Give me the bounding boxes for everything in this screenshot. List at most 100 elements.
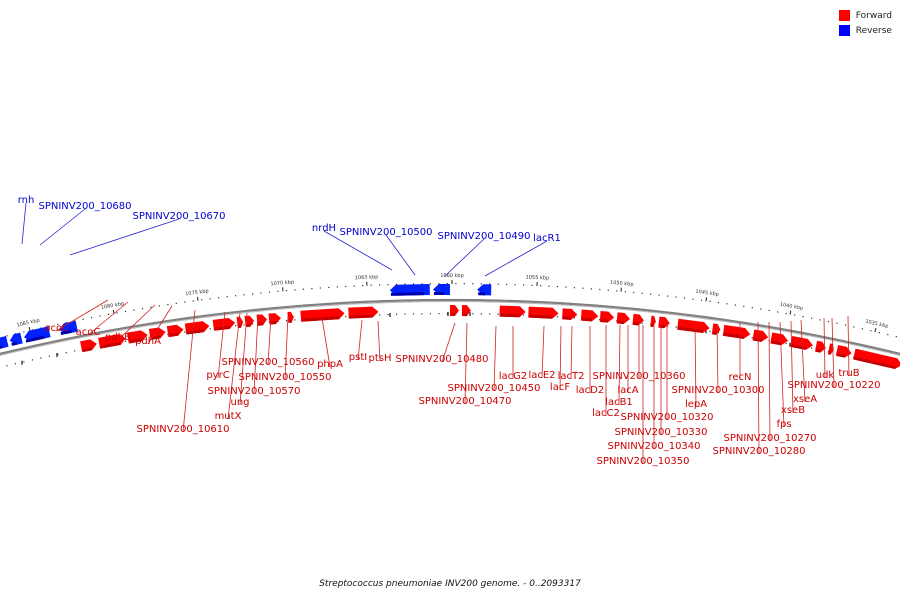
forward-gene-arrow[interactable] xyxy=(827,343,835,355)
minor-tick xyxy=(616,290,618,292)
gene-label[interactable]: xseA xyxy=(793,394,817,405)
gene-label[interactable]: SPNINV200_10480 xyxy=(395,354,488,365)
gene-label[interactable]: SPNINV200_10610 xyxy=(136,424,229,435)
gene-label[interactable]: SPNINV200_10550 xyxy=(238,372,331,383)
forward-gene-arrow[interactable] xyxy=(677,318,710,334)
forward-gene-arrow[interactable] xyxy=(268,313,281,325)
forward-gene-arrow[interactable] xyxy=(256,314,268,326)
forward-gene-arrow[interactable] xyxy=(166,324,184,338)
forward-gene-arrow[interactable] xyxy=(711,323,721,335)
forward-gene-arrow[interactable] xyxy=(236,316,244,328)
gene-label[interactable]: acoL xyxy=(44,323,68,334)
gene-label[interactable]: SPNINV200_10500 xyxy=(339,227,432,238)
leader-line xyxy=(323,230,393,271)
gene-label[interactable]: udk xyxy=(816,370,835,381)
tick-label: 1035 kbp xyxy=(865,319,889,330)
forward-gene-arrow[interactable] xyxy=(184,320,210,335)
forward-gene-arrow[interactable] xyxy=(599,310,615,323)
gene-label[interactable]: ung xyxy=(230,397,249,408)
reverse-gene-arrow[interactable] xyxy=(58,320,78,335)
reverse-gene-arrow[interactable] xyxy=(9,332,23,346)
gene-label[interactable]: recN xyxy=(728,372,751,383)
gene-label[interactable]: pyrC xyxy=(206,370,229,381)
gene-label[interactable]: truB xyxy=(838,368,859,379)
forward-gene-arrow[interactable] xyxy=(616,312,631,325)
forward-gene-arrow[interactable] xyxy=(770,332,789,347)
forward-gene-arrow[interactable] xyxy=(287,311,294,323)
reverse-gene-arrow[interactable] xyxy=(389,284,430,296)
reverse-gene-arrow[interactable] xyxy=(432,283,450,296)
gene-label[interactable]: phpA xyxy=(317,359,343,370)
gene-label[interactable]: lacF xyxy=(550,382,570,393)
gene-label[interactable]: pdhB xyxy=(105,332,131,343)
gene-label[interactable]: rnh xyxy=(18,195,35,206)
forward-gene-arrow[interactable] xyxy=(580,309,599,322)
forward-gene-arrow[interactable] xyxy=(98,333,127,349)
forward-gene-arrow[interactable] xyxy=(300,308,345,322)
forward-gene-arrow[interactable] xyxy=(348,306,379,319)
minor-tick xyxy=(167,304,169,306)
legend-forward: Forward xyxy=(838,8,892,23)
gene-label[interactable]: lacD2 xyxy=(576,385,604,396)
gene-label[interactable]: SPNINV200_10470 xyxy=(418,396,511,407)
gene-label[interactable]: SPNINV200_10280 xyxy=(712,446,805,457)
gene-label[interactable]: lacG2 xyxy=(499,371,528,382)
gene-label[interactable]: SPNINV200_10680 xyxy=(38,201,131,212)
gene-label[interactable]: fps xyxy=(776,419,791,430)
gene-label[interactable]: SPNINV200_10270 xyxy=(723,433,816,444)
gene-label[interactable]: SPNINV200_10300 xyxy=(671,385,764,396)
gene-label[interactable]: SPNINV200_10320 xyxy=(620,412,713,423)
reverse-gene-arrow[interactable] xyxy=(477,284,492,296)
gene-label[interactable]: pstI xyxy=(349,352,367,363)
gene-label[interactable]: lepA xyxy=(685,399,707,410)
gene-label[interactable]: SPNINV200_10220 xyxy=(787,380,880,391)
tick-label: 1055 kbp xyxy=(525,274,549,281)
gene-label[interactable]: xseB xyxy=(781,405,805,416)
gene-label[interactable]: SPNINV200_10570 xyxy=(207,386,300,397)
gene-label[interactable]: mutX xyxy=(215,411,242,422)
forward-gene-arrow[interactable] xyxy=(835,345,853,359)
gene-label[interactable]: SPNINV200_10490 xyxy=(437,231,530,242)
minor-tick xyxy=(531,284,533,286)
gene-label[interactable]: acoC xyxy=(76,327,101,338)
forward-gene-arrow[interactable] xyxy=(752,329,769,343)
gene-label[interactable]: SPNINV200_10360 xyxy=(592,371,685,382)
forward-gene-arrow[interactable] xyxy=(528,306,559,319)
major-tick xyxy=(874,328,877,333)
gene-label[interactable]: SPNINV200_10560 xyxy=(221,357,314,368)
minor-tick xyxy=(14,363,16,365)
gene-label[interactable]: SPNINV200_10450 xyxy=(447,383,540,394)
gene-label[interactable]: pdhA xyxy=(135,336,161,347)
forward-gene-arrow[interactable] xyxy=(632,313,644,326)
minor-tick xyxy=(768,309,770,312)
gene-label[interactable]: SPNINV200_10340 xyxy=(607,441,700,452)
gene-label[interactable]: lacA xyxy=(617,385,638,396)
gene-label[interactable]: lacT2 xyxy=(558,371,585,382)
forward-gene-arrow[interactable] xyxy=(814,340,827,354)
gene-label[interactable]: lacB1 xyxy=(605,397,633,408)
gene-label[interactable]: lacC2 xyxy=(592,408,620,419)
gene-label[interactable]: lacE2 xyxy=(528,370,555,381)
gene-label[interactable]: lacR1 xyxy=(533,233,561,244)
forward-gene-arrow[interactable] xyxy=(499,305,526,318)
reverse-gene-arrow[interactable] xyxy=(23,326,51,343)
forward-gene-arrow[interactable] xyxy=(80,338,98,353)
gene-label[interactable]: ptsH xyxy=(369,353,392,364)
minor-tick xyxy=(285,290,288,292)
forward-gene-arrow[interactable] xyxy=(562,308,578,320)
genome-backbone xyxy=(0,298,900,356)
gene-label[interactable]: SPNINV200_10330 xyxy=(614,427,707,438)
forward-gene-arrow[interactable] xyxy=(461,305,471,317)
gene-arrow-shade xyxy=(100,341,121,349)
reverse-gene-arrow[interactable] xyxy=(0,335,9,351)
forward-gene-arrow[interactable] xyxy=(853,348,900,371)
gene-label[interactable]: nrdH xyxy=(312,223,336,234)
forward-gene-arrow[interactable] xyxy=(449,304,459,317)
minor-tick xyxy=(311,288,313,290)
gene-label[interactable]: SPNINV200_10670 xyxy=(132,211,225,222)
forward-gene-arrow[interactable] xyxy=(722,324,751,340)
forward-gene-arrow[interactable] xyxy=(658,316,670,329)
forward-gene-arrow[interactable] xyxy=(650,315,656,327)
gene-label[interactable]: SPNINV200_10350 xyxy=(596,456,689,467)
forward-gene-arrow[interactable] xyxy=(126,329,149,344)
